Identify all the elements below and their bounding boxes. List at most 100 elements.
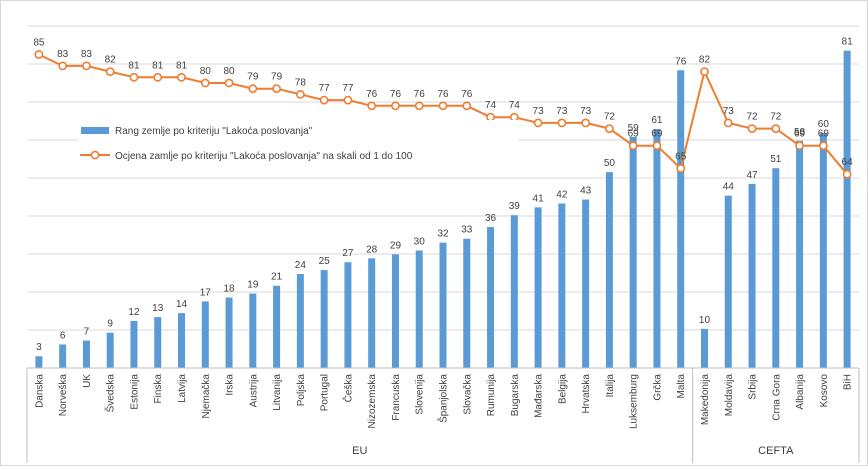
line-label-4: 81	[128, 60, 140, 71]
bar-label-13: 27	[342, 248, 354, 259]
bar-label-21: 41	[533, 193, 545, 204]
x-tick-label-5: Finska	[153, 374, 164, 404]
line-point-25	[628, 141, 638, 151]
x-tick-label-32: Albanija	[795, 374, 806, 410]
line-label-23: 73	[580, 106, 592, 117]
bar-label-22: 42	[556, 189, 568, 200]
x-tick-label-31: Crna Gora	[771, 374, 782, 421]
bar-12	[320, 270, 328, 368]
bar-label-28: 10	[699, 315, 711, 326]
x-tick-label-14: Nizozemska	[367, 374, 378, 429]
line-label-13: 77	[342, 83, 354, 94]
bar-label-0: 3	[36, 342, 42, 353]
group-labels: EU CEFTA	[352, 445, 794, 457]
line-data-labels: 85 83 83 82 81 81 81 80 80 79 79 78 77 77 76 76 76 76 76 74…	[33, 38, 853, 169]
line-label-0: 85	[33, 38, 45, 49]
line-label-2: 83	[81, 49, 93, 60]
bar-27	[677, 70, 685, 369]
x-axis	[26, 367, 860, 463]
bar-label-3: 9	[107, 319, 113, 330]
bar-label-29: 44	[723, 182, 735, 193]
legend-swatch-bar	[81, 127, 109, 134]
bar-0	[35, 356, 43, 368]
line-point-3	[105, 67, 115, 76]
x-tick-label-2: UK	[82, 374, 93, 388]
bar-18	[463, 238, 471, 368]
group-label-cefta: CEFTA	[758, 445, 794, 457]
bar-label-10: 21	[271, 272, 283, 283]
bar-label-26: 61	[651, 115, 663, 126]
bar-label-6: 14	[176, 299, 188, 310]
line-point-10	[272, 84, 281, 94]
bar-label-30: 47	[746, 170, 758, 181]
line-point-32	[795, 141, 804, 151]
bar-label-11: 24	[295, 260, 307, 271]
legend-label-line: Ocjena zamlje po kriteriju "Lakoća poslo…	[115, 151, 413, 162]
line-point-19	[486, 112, 495, 122]
bar-23	[582, 199, 590, 368]
line-point-4	[129, 72, 139, 82]
x-tick-label-23: Hrvatska	[581, 374, 592, 414]
x-tick-label-6: Latvija	[177, 374, 188, 403]
bar-label-33: 60	[818, 119, 830, 130]
line-label-27: 65	[675, 152, 687, 163]
bar-8	[225, 297, 233, 368]
line-label-17: 76	[437, 89, 449, 100]
line-label-10: 79	[271, 72, 283, 83]
line-point-20	[509, 112, 519, 122]
x-tick-label-11: Poljska	[296, 374, 307, 407]
bar-label-31: 51	[770, 154, 782, 165]
x-tick-label-9: Austrija	[248, 374, 259, 408]
line-point-26	[652, 141, 662, 151]
x-tick-label-26: Grčka	[652, 374, 663, 401]
x-tick-label-3: Švedska	[104, 374, 117, 413]
line-point-22	[557, 118, 567, 128]
line-label-3: 82	[105, 55, 117, 66]
line-point-15	[391, 101, 400, 111]
line-label-1: 83	[57, 49, 69, 60]
bar-22	[558, 203, 566, 368]
line-point-14	[367, 101, 377, 111]
bar-31	[772, 168, 780, 368]
line-point-5	[153, 72, 163, 82]
line-label-8: 80	[223, 66, 235, 77]
bar-label-7: 17	[200, 287, 212, 298]
line-label-20: 74	[509, 100, 521, 111]
line-point-11	[295, 90, 305, 99]
line-point-18	[462, 101, 472, 111]
x-tick-label-24: Italija	[605, 374, 616, 398]
bar-series	[35, 50, 851, 369]
x-tick-label-30: Srbija	[748, 374, 759, 400]
bar-label-23: 43	[580, 186, 592, 197]
x-tick-label-4: Estonija	[129, 374, 140, 410]
legend-label-bar: Rang zemlje po kriteriju "Lakoća poslova…	[115, 126, 313, 137]
bar-3	[106, 332, 114, 368]
line-label-9: 79	[247, 72, 259, 83]
bar-17	[439, 242, 447, 368]
line-label-15: 76	[390, 89, 402, 100]
x-tick-label-17: Španjolska	[437, 374, 450, 423]
bar-label-32: 58	[794, 127, 806, 138]
bar-1	[59, 344, 67, 368]
line-label-25: 69	[628, 129, 640, 140]
line-label-31: 72	[770, 112, 782, 123]
bar-label-19: 36	[485, 213, 497, 224]
bar-26	[653, 129, 661, 368]
line-point-12	[319, 95, 329, 105]
x-tick-label-16: Slovenija	[415, 374, 426, 415]
line-point-33	[818, 141, 828, 151]
x-tick-label-19: Rumunija	[486, 374, 497, 417]
legend-background	[78, 120, 518, 162]
bar-29	[724, 195, 732, 368]
x-tick-label-8: Irska	[225, 374, 236, 396]
line-point-0	[34, 50, 44, 59]
line-point-17	[438, 101, 448, 111]
legend: Rang zemlje po kriteriju "Lakoća poslova…	[78, 120, 518, 162]
group-label-eu: EU	[352, 445, 367, 457]
line-label-26: 69	[651, 129, 663, 140]
bar-21	[534, 207, 542, 368]
bar-14	[368, 258, 376, 368]
line-label-7: 80	[200, 66, 212, 77]
